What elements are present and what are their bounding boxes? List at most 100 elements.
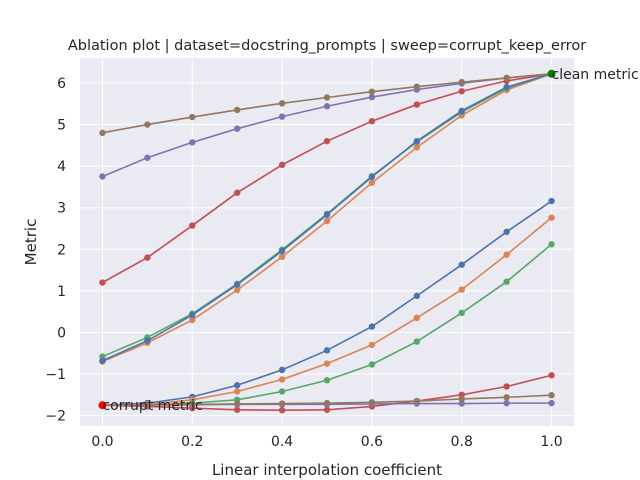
data-point (323, 360, 331, 367)
data-point (99, 279, 106, 286)
annotation-marker (98, 401, 107, 410)
data-point (233, 281, 241, 288)
series-5 (99, 392, 555, 409)
data-point (548, 392, 555, 399)
data-point (458, 107, 465, 115)
data-point (413, 83, 421, 90)
data-point (548, 241, 555, 248)
data-point (233, 400, 241, 408)
data-point (278, 366, 286, 374)
data-point (503, 83, 510, 91)
data-point (548, 214, 555, 221)
data-point (413, 292, 421, 300)
data-point (233, 382, 241, 389)
x-tick-label: 0.8 (451, 434, 473, 450)
data-point (278, 400, 286, 407)
data-point (144, 254, 151, 261)
data-point (278, 247, 286, 255)
data-point (323, 406, 331, 413)
data-point (368, 179, 376, 186)
data-point (458, 395, 465, 403)
data-point (323, 217, 331, 225)
data-point (189, 316, 196, 324)
series-6 (99, 70, 555, 365)
data-point (458, 261, 465, 268)
series-8 (99, 70, 555, 364)
series-11 (99, 70, 555, 137)
data-point (413, 144, 421, 151)
x-tick-label: 0.4 (271, 434, 293, 450)
data-point (503, 74, 510, 82)
data-point (323, 399, 331, 407)
data-point (278, 161, 286, 169)
data-point (99, 173, 106, 180)
annotation-label: corrupt metric (102, 398, 202, 414)
data-point (368, 93, 376, 101)
data-point (413, 137, 421, 145)
y-tick-label: 0 (57, 325, 66, 341)
y-tick-labels: −2 −1 0 1 2 3 4 5 6 (45, 76, 66, 425)
data-point (323, 137, 331, 145)
y-tick-label: 6 (57, 76, 66, 92)
data-point (368, 361, 376, 368)
annotation-layer: clean metric corrupt metric (98, 67, 639, 414)
data-point (323, 94, 331, 101)
x-tick-label: 0.6 (361, 434, 383, 450)
annotation-label: clean metric (552, 67, 639, 83)
data-point (99, 357, 106, 364)
data-point (368, 173, 376, 181)
data-point (458, 286, 465, 293)
data-point (278, 376, 286, 383)
data-point (189, 139, 196, 146)
data-point (233, 106, 241, 114)
data-point (548, 197, 555, 205)
data-point (323, 211, 331, 218)
series-layer (99, 70, 555, 414)
data-point (413, 101, 421, 108)
data-point (368, 399, 376, 406)
data-point (548, 372, 555, 379)
y-tick-label: −1 (45, 367, 66, 383)
data-point (144, 337, 151, 344)
data-point (278, 388, 286, 395)
data-point (144, 121, 151, 128)
y-tick-label: 5 (57, 118, 66, 134)
plot-area (80, 58, 574, 426)
data-point (278, 100, 286, 107)
data-point (413, 314, 421, 322)
chart-title: Ablation plot | dataset=docstring_prompt… (68, 38, 586, 54)
data-point (503, 278, 510, 285)
data-point (368, 341, 376, 349)
data-point (413, 338, 421, 345)
data-point (278, 253, 286, 260)
x-tick-label: 1.0 (540, 434, 562, 450)
y-tick-label: 4 (57, 159, 66, 175)
data-point (144, 401, 151, 408)
data-point (278, 113, 286, 120)
y-tick-label: 1 (57, 284, 66, 300)
data-point (458, 88, 465, 95)
data-point (233, 406, 241, 413)
data-point (503, 228, 510, 236)
y-tick-label: 2 (57, 242, 66, 258)
data-point (368, 88, 376, 95)
series-9 (99, 70, 555, 286)
y-tick-label: −2 (45, 409, 66, 425)
data-point (278, 406, 286, 414)
data-point (233, 125, 241, 132)
y-tick-label: 3 (57, 201, 66, 217)
x-tick-label: 0.2 (181, 434, 203, 450)
x-tick-label: 0.0 (91, 434, 113, 450)
data-point (189, 311, 196, 319)
x-tick-labels: 0.0 0.2 0.4 0.6 0.8 1.0 (91, 434, 562, 450)
data-point (368, 323, 376, 330)
data-point (99, 129, 106, 137)
data-point (233, 286, 241, 294)
data-point (503, 251, 510, 258)
y-axis-label: Metric (22, 219, 40, 266)
data-point (233, 388, 241, 395)
data-point (233, 189, 241, 196)
data-point (323, 103, 331, 110)
data-point (503, 383, 510, 390)
